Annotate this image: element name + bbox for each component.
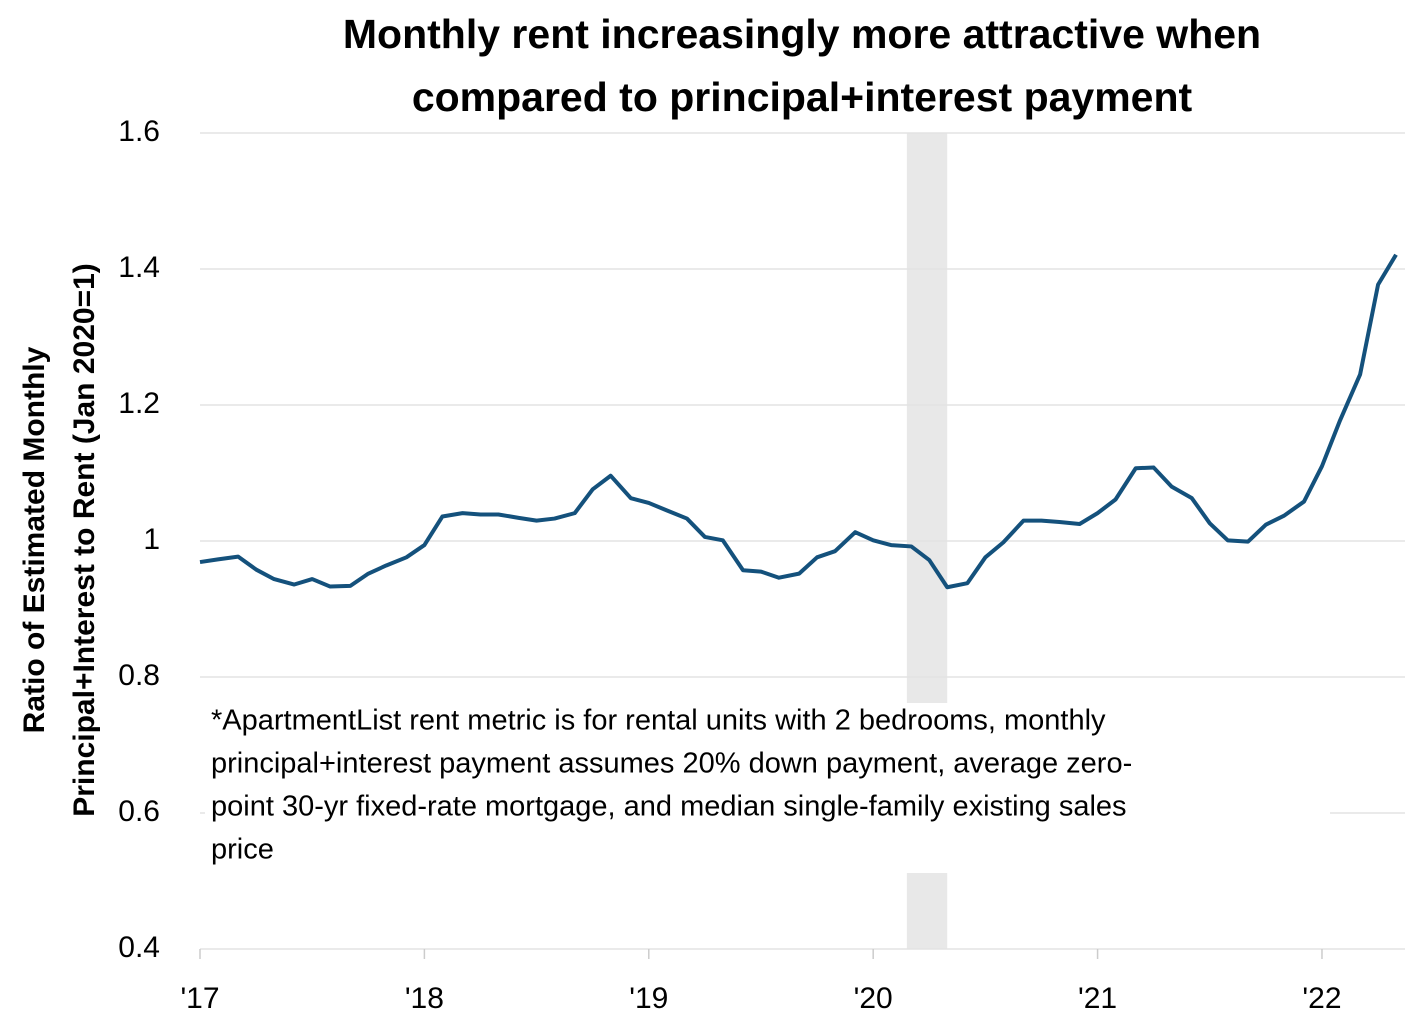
y-axis-label: Ratio of Estimated Monthly — [18, 346, 51, 733]
x-tick-label: '20 — [854, 982, 893, 1015]
y-tick-label: 1 — [143, 523, 160, 556]
y-tick-label: 1.6 — [118, 115, 160, 148]
chart-title: compared to principal+interest payment — [412, 74, 1193, 120]
foreground: Monthly rent increasingly more attractiv… — [18, 11, 1398, 1015]
y-tick-label: 1.4 — [118, 251, 160, 284]
y-tick-label: 0.6 — [118, 795, 160, 828]
chart-title: Monthly rent increasingly more attractiv… — [343, 11, 1261, 57]
line — [199, 253, 1398, 590]
x-tick-label: '18 — [405, 982, 444, 1015]
annotation: price — [211, 834, 274, 866]
x-tick-label: '21 — [1078, 982, 1117, 1015]
x-tick-label: '17 — [180, 982, 219, 1015]
y-tick-label: 0.4 — [118, 931, 160, 964]
annotation: principal+interest payment assumes 20% d… — [211, 748, 1132, 780]
y-tick-label: 0.8 — [118, 659, 160, 692]
x-tick-label: '19 — [629, 982, 668, 1015]
y-axis-label: Principal+Interest to Rent (Jan 2020=1) — [68, 263, 101, 817]
x-tick-label: '22 — [1302, 982, 1341, 1015]
annotation: *ApartmentList rent metric is for rental… — [211, 705, 1106, 737]
annotation: point 30-yr fixed-rate mortgage, and med… — [211, 791, 1127, 823]
y-tick-label: 1.2 — [118, 387, 160, 420]
annotation-box — [205, 703, 1330, 873]
